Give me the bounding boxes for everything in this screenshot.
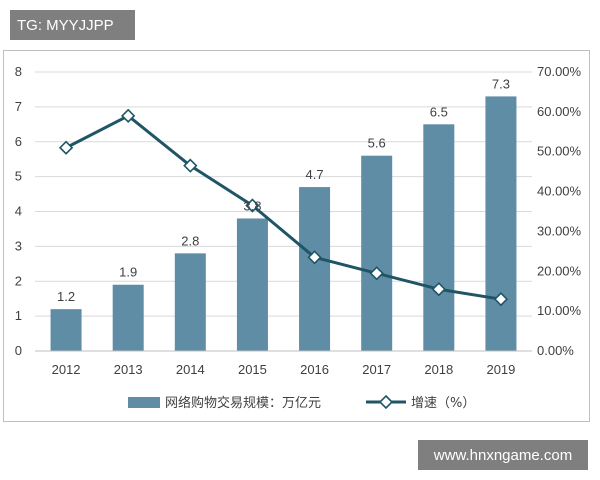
- y-axis-left: 0 1 2 3 4 5 6 7 8: [15, 64, 22, 358]
- y-right-tick-label: 20.00%: [537, 263, 582, 278]
- x-tick-label: 2018: [424, 362, 453, 377]
- y-left-tick-label: 6: [15, 134, 22, 149]
- x-tick-label: 2019: [486, 362, 515, 377]
- y-right-tick-label: 60.00%: [537, 104, 582, 119]
- x-tick-label: 2012: [52, 362, 81, 377]
- bar-data-label: 6.5: [430, 104, 448, 119]
- growth-line: [65, 114, 502, 301]
- y-left-tick-label: 1: [15, 308, 22, 323]
- bar-data-label: 3.8: [243, 198, 261, 213]
- y-axis-right: 0.00% 10.00% 20.00% 30.00% 40.00% 50.00% 60.00…: [537, 64, 582, 358]
- bar: [112, 284, 144, 351]
- legend-bar-swatch: [128, 397, 160, 408]
- line-point: [493, 292, 509, 307]
- x-tick-label: 2013: [114, 362, 143, 377]
- y-left-tick-label: 4: [15, 204, 22, 219]
- line-point: [121, 108, 136, 123]
- bar: [299, 187, 331, 351]
- y-left-tick-label: 8: [15, 64, 22, 79]
- y-right-tick-label: 0.00%: [537, 343, 574, 358]
- bar-data-label: 2.8: [181, 233, 199, 248]
- gridlines: [35, 71, 532, 352]
- line-point: [307, 250, 322, 265]
- x-axis: 2012 2013 2014 2015 2016 2017 2018 2019: [35, 350, 532, 377]
- line-point: [58, 140, 74, 155]
- bar: [361, 155, 393, 351]
- bar: [485, 96, 517, 351]
- y-right-tick-label: 40.00%: [537, 184, 582, 199]
- x-tick-label: 2016: [300, 362, 329, 377]
- x-tick-label: 2017: [362, 362, 391, 377]
- legend-line-label: 增速（%）: [411, 396, 475, 411]
- bar-series: [50, 96, 517, 351]
- y-right-tick-label: 30.00%: [537, 223, 582, 238]
- line-point: [183, 158, 198, 173]
- bar-data-label: 1.2: [57, 289, 75, 304]
- watermark-bottom: www.hnxngame.com: [418, 440, 588, 470]
- line-series: [58, 108, 509, 307]
- bar-data-label: 7.3: [492, 76, 510, 91]
- bar: [423, 124, 455, 351]
- y-left-tick-label: 5: [15, 169, 22, 184]
- x-tick-label: 2015: [238, 362, 267, 377]
- legend-diamond-icon: [378, 394, 394, 410]
- line-point: [431, 282, 446, 297]
- y-left-tick-label: 0: [15, 343, 22, 358]
- x-tick-label: 2014: [176, 362, 205, 377]
- y-left-tick-label: 3: [15, 238, 22, 253]
- y-right-tick-label: 50.00%: [537, 144, 582, 159]
- bar-data-label: 4.7: [306, 167, 324, 182]
- line-point: [369, 266, 384, 281]
- y-left-tick-label: 2: [15, 273, 22, 288]
- data-labels: 1.2 1.9 2.8 3.8 4.7 5.6 6.5 7.3: [57, 76, 510, 304]
- legend: 网络购物交易规模：万亿元 增速（%）: [128, 394, 475, 411]
- y-left-tick-label: 7: [15, 99, 22, 114]
- y-right-tick-label: 10.00%: [537, 303, 582, 318]
- watermark-top: TG: MYYJJPP: [10, 10, 135, 40]
- line-point: [245, 198, 260, 213]
- bar-data-label: 5.6: [368, 136, 386, 151]
- bar: [174, 253, 206, 351]
- bar: [236, 218, 268, 351]
- y-right-tick-label: 70.00%: [537, 64, 582, 79]
- legend-bar-label: 网络购物交易规模：万亿元: [165, 395, 321, 411]
- bar-data-label: 1.9: [119, 265, 137, 280]
- bar: [50, 309, 82, 351]
